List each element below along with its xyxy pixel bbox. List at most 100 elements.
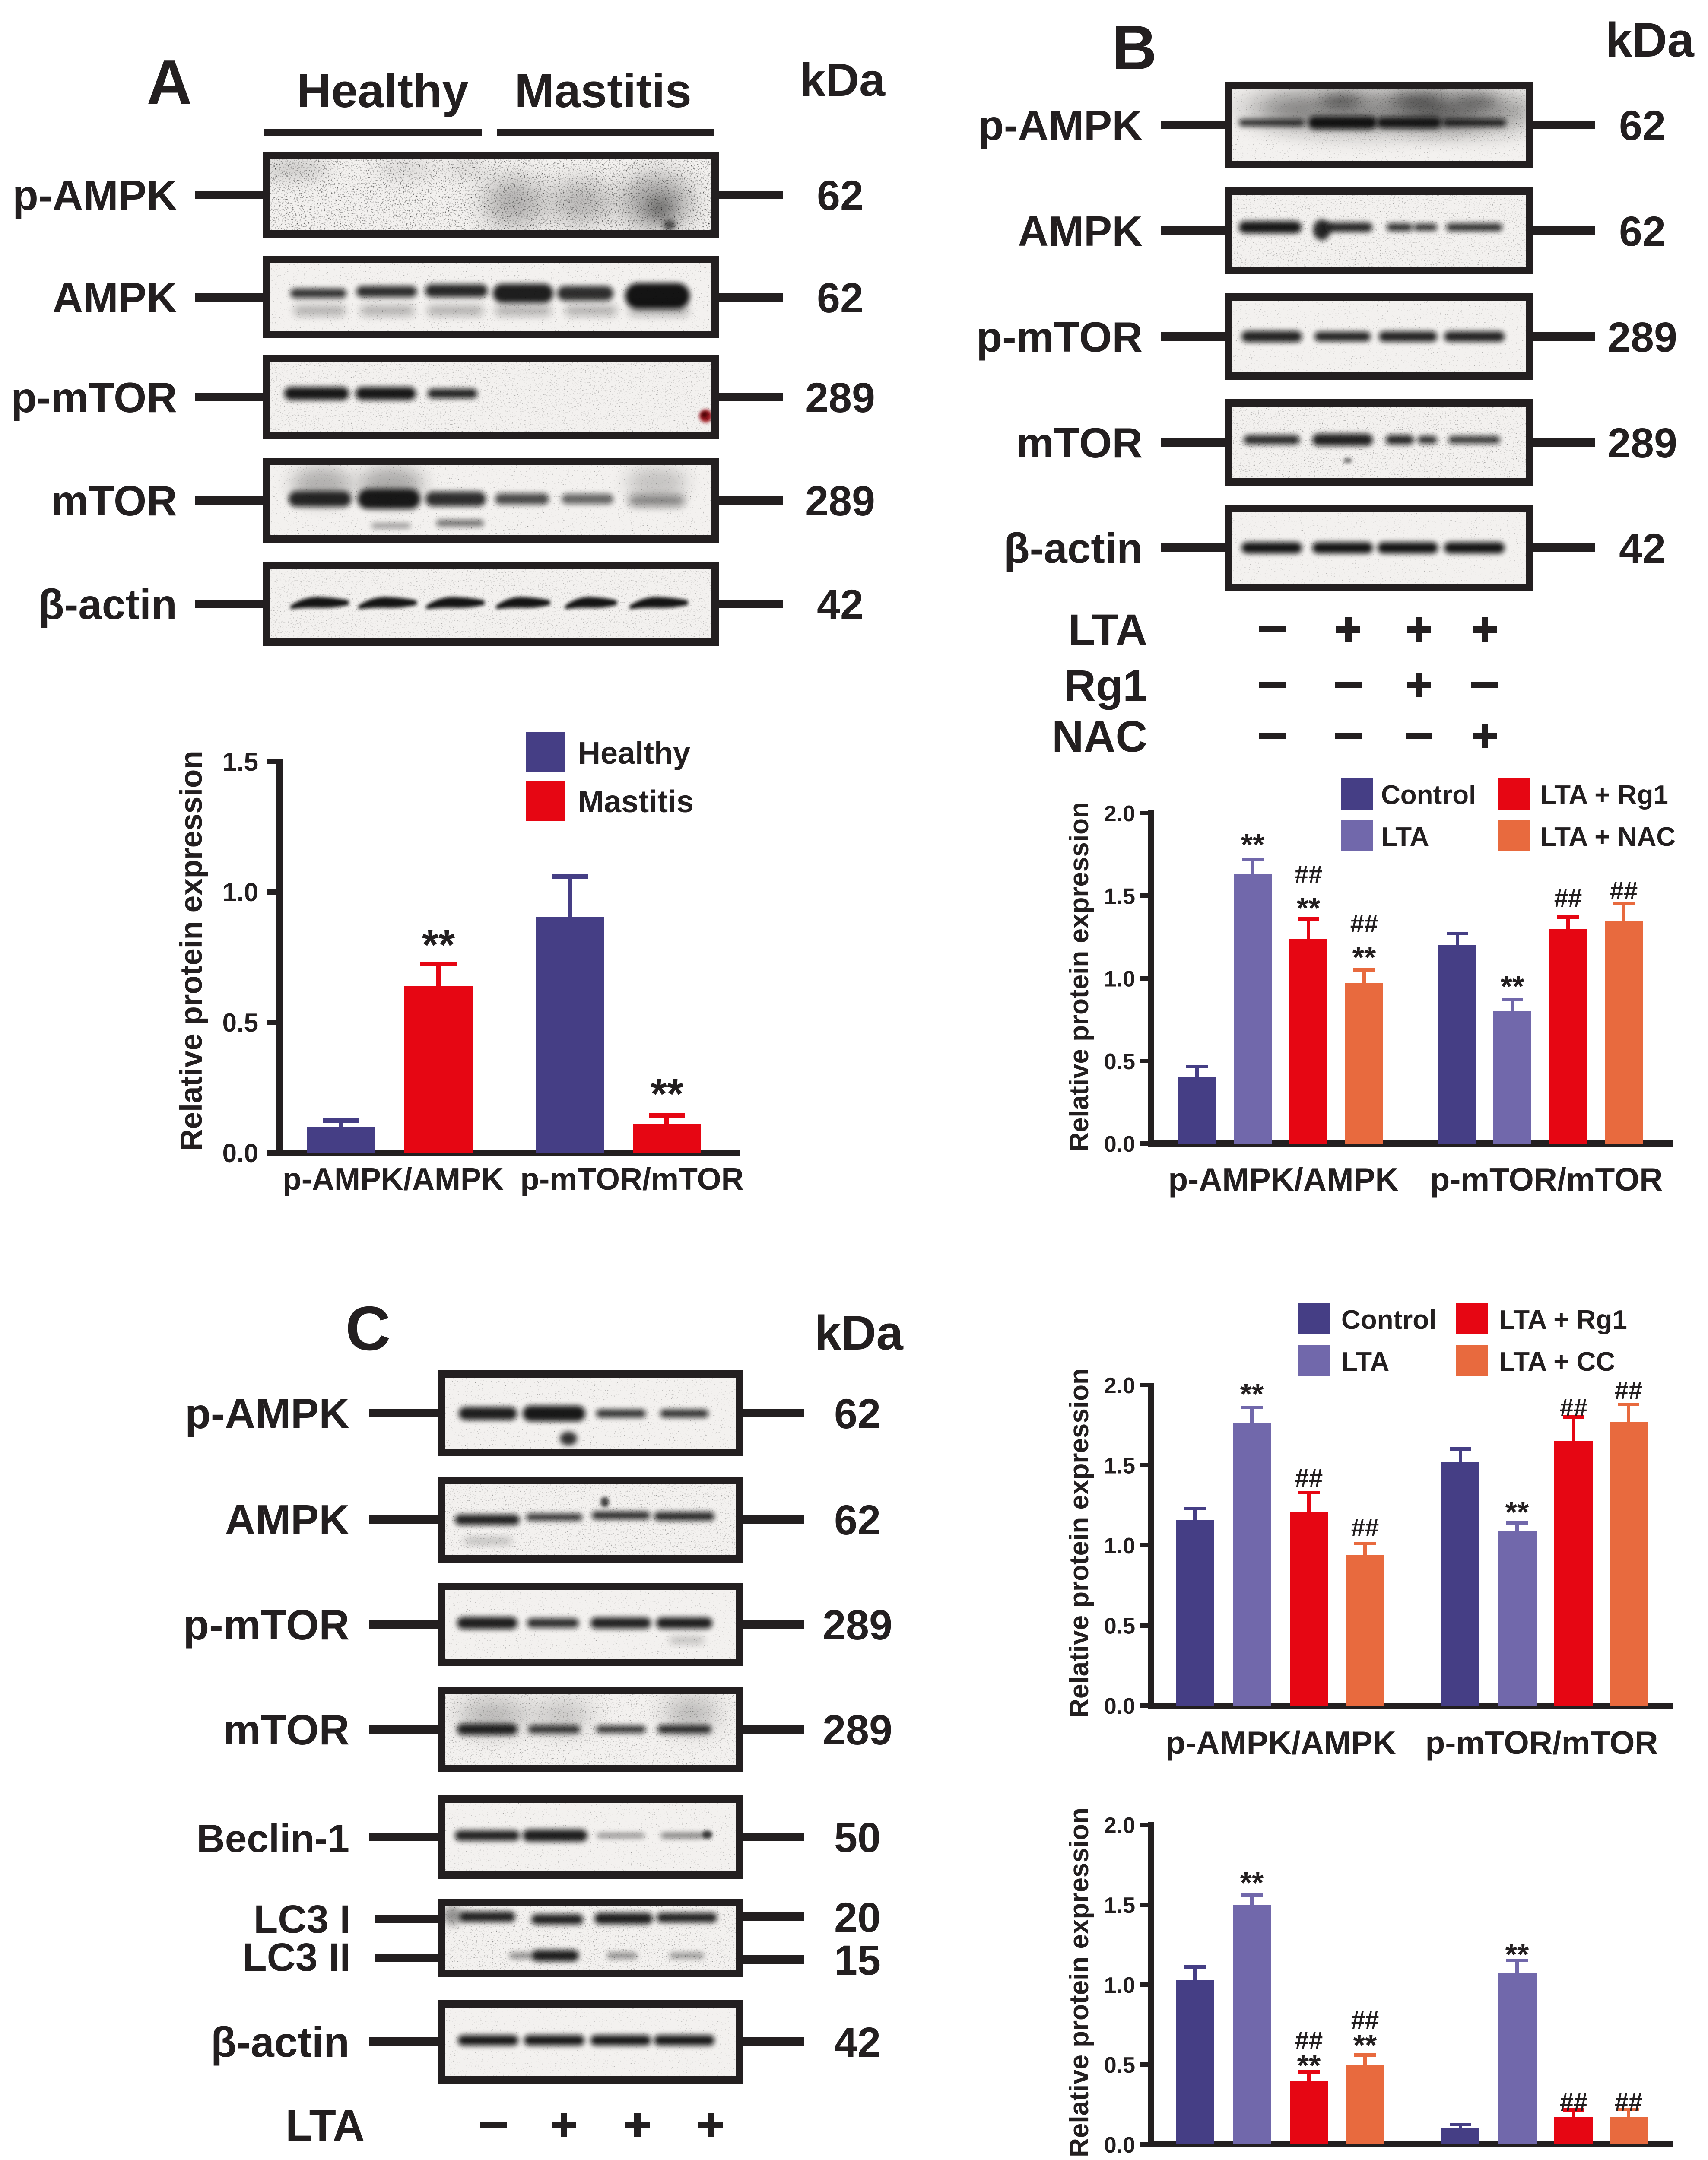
svg-text:**: ** — [1353, 2028, 1377, 2062]
svg-text:Control: Control — [1341, 1305, 1436, 1335]
svg-text:0.5: 0.5 — [1104, 2053, 1135, 2078]
svg-text:##: ## — [1295, 1464, 1323, 1492]
svg-text:##: ## — [1560, 2088, 1588, 2116]
svg-text:p-AMPK/AMPK: p-AMPK/AMPK — [1168, 1161, 1398, 1198]
svg-text:42: 42 — [834, 2019, 881, 2066]
svg-text:NAC: NAC — [1052, 712, 1147, 761]
svg-text:0.0: 0.0 — [1104, 1132, 1135, 1157]
svg-text:p-AMPK/AMPK: p-AMPK/AMPK — [1165, 1725, 1396, 1761]
svg-text:p-AMPK: p-AMPK — [185, 1390, 349, 1437]
svg-text:LTA + CC: LTA + CC — [1499, 1347, 1615, 1377]
svg-text:LTA: LTA — [1068, 605, 1147, 654]
svg-text:1.0: 1.0 — [222, 878, 258, 907]
svg-text:289: 289 — [805, 374, 875, 421]
svg-text:2.0: 2.0 — [1104, 1373, 1135, 1398]
svg-text:**: ** — [1505, 1495, 1529, 1529]
svg-text:42: 42 — [817, 581, 864, 628]
svg-text:0.0: 0.0 — [1104, 1694, 1135, 1719]
svg-text:289: 289 — [1607, 314, 1677, 361]
svg-text:Mastitis: Mastitis — [578, 785, 694, 819]
svg-text:1.0: 1.0 — [1104, 967, 1135, 992]
svg-text:LTA: LTA — [286, 2101, 365, 2150]
svg-text:1.0: 1.0 — [1104, 1973, 1135, 1998]
svg-text:##: ## — [1351, 1514, 1379, 1542]
svg-text:2.0: 2.0 — [1104, 801, 1135, 826]
svg-text:AMPK: AMPK — [52, 274, 177, 321]
svg-text:Control: Control — [1381, 780, 1476, 810]
svg-text:15: 15 — [834, 1937, 881, 1984]
svg-text:p-mTOR/mTOR: p-mTOR/mTOR — [1430, 1161, 1663, 1198]
svg-text:289: 289 — [822, 1601, 892, 1649]
svg-text:kDa: kDa — [800, 54, 886, 106]
svg-text:p-mTOR/mTOR: p-mTOR/mTOR — [520, 1162, 743, 1197]
svg-text:20: 20 — [834, 1894, 881, 1941]
svg-text:Relative protein expression: Relative protein expression — [1064, 1807, 1094, 2157]
svg-text:289: 289 — [805, 477, 875, 524]
svg-text:Relative protein expression: Relative protein expression — [1064, 802, 1094, 1152]
svg-text:LTA: LTA — [1381, 822, 1429, 852]
svg-text:62: 62 — [817, 172, 864, 219]
svg-text:AMPK: AMPK — [1018, 207, 1143, 255]
svg-text:0.0: 0.0 — [222, 1139, 258, 1168]
svg-text:289: 289 — [822, 1706, 892, 1753]
svg-text:0.0: 0.0 — [1104, 2133, 1135, 2158]
svg-text:Rg1: Rg1 — [281, 2157, 365, 2160]
svg-text:kDa: kDa — [814, 1306, 903, 1360]
svg-text:LTA + Rg1: LTA + Rg1 — [1499, 1305, 1627, 1335]
svg-text:β-actin: β-actin — [1004, 524, 1143, 572]
svg-text:##: ## — [1610, 877, 1638, 905]
svg-text:LC3 II: LC3 II — [243, 1935, 351, 1979]
svg-text:**: ** — [1501, 969, 1524, 1003]
svg-text:**: ** — [1241, 828, 1265, 861]
svg-text:##: ## — [1615, 2088, 1643, 2116]
svg-text:50: 50 — [834, 1814, 881, 1861]
svg-text:62: 62 — [817, 274, 864, 321]
svg-text:**: ** — [1505, 1938, 1529, 1971]
svg-text:C: C — [346, 1293, 391, 1363]
svg-text:LTA + Rg1: LTA + Rg1 — [1540, 780, 1668, 810]
svg-text:0.5: 0.5 — [1104, 1614, 1135, 1639]
svg-text:##: ## — [1560, 1394, 1588, 1422]
svg-text:##: ## — [1350, 910, 1378, 938]
svg-text:**: ** — [1352, 940, 1376, 974]
svg-text:##: ## — [1554, 884, 1582, 912]
svg-text:kDa: kDa — [1605, 13, 1694, 67]
svg-text:LC3 I: LC3 I — [254, 1897, 351, 1941]
svg-text:LTA + NAC: LTA + NAC — [1540, 822, 1676, 852]
svg-text:LTA: LTA — [1341, 1347, 1389, 1377]
svg-text:1.5: 1.5 — [1104, 1893, 1135, 1918]
svg-text:**: ** — [1240, 1377, 1264, 1411]
svg-text:Healthy: Healthy — [578, 736, 690, 771]
svg-text:**: ** — [422, 921, 455, 969]
svg-text:AMPK: AMPK — [225, 1496, 349, 1544]
svg-text:A: A — [147, 47, 192, 117]
svg-text:p-AMPK/AMPK: p-AMPK/AMPK — [283, 1162, 504, 1197]
svg-text:**: ** — [1297, 891, 1321, 925]
svg-text:p-mTOR: p-mTOR — [183, 1601, 349, 1649]
svg-text:p-AMPK: p-AMPK — [13, 172, 177, 219]
svg-text:Relative protein expression: Relative protein expression — [175, 750, 209, 1151]
svg-text:##: ## — [1351, 2006, 1379, 2034]
svg-text:##: ## — [1615, 1376, 1643, 1404]
svg-text:**: ** — [651, 1070, 684, 1118]
svg-text:1.5: 1.5 — [1104, 884, 1135, 909]
svg-text:p-mTOR: p-mTOR — [976, 313, 1143, 361]
svg-text:Mastitis: Mastitis — [514, 64, 692, 118]
svg-text:##: ## — [1295, 2027, 1323, 2055]
svg-text:Healthy: Healthy — [297, 64, 468, 118]
svg-text:β-actin: β-actin — [38, 581, 177, 628]
svg-text:Rg1: Rg1 — [1064, 661, 1147, 710]
svg-text:0.5: 0.5 — [222, 1008, 258, 1037]
svg-text:Relative protein expression: Relative protein expression — [1064, 1368, 1094, 1718]
svg-text:mTOR: mTOR — [1016, 419, 1143, 467]
svg-text:289: 289 — [1607, 419, 1677, 467]
svg-text:β-actin: β-actin — [211, 2018, 349, 2066]
svg-text:p-AMPK: p-AMPK — [978, 102, 1143, 149]
svg-text:1.5: 1.5 — [222, 747, 258, 776]
svg-text:**: ** — [1240, 1866, 1264, 1900]
svg-text:mTOR: mTOR — [51, 477, 177, 524]
svg-text:p-mTOR: p-mTOR — [11, 374, 177, 421]
svg-text:42: 42 — [1619, 525, 1666, 572]
svg-text:2.0: 2.0 — [1104, 1813, 1135, 1838]
svg-text:##: ## — [1295, 861, 1323, 889]
